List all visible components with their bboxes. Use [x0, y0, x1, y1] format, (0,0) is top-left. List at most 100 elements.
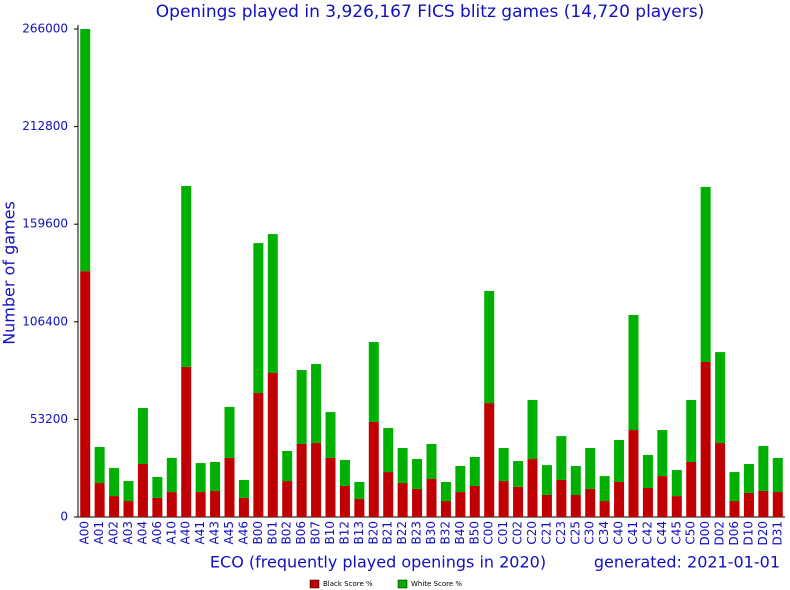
- bar-segment: [556, 479, 567, 517]
- bar-segment: [700, 361, 711, 517]
- bar-segment: [166, 492, 177, 517]
- x-tick-label: A02: [107, 521, 121, 544]
- x-tick-label: A01: [92, 521, 106, 544]
- bar-segment: [628, 430, 639, 517]
- x-tick-label: A41: [193, 521, 207, 544]
- x-tick-label: A40: [179, 521, 193, 544]
- bar-segment: [109, 468, 120, 497]
- bar-segment: [109, 496, 120, 517]
- bar-segment: [541, 494, 552, 517]
- x-tick-label: A46: [236, 521, 250, 544]
- bar-segment: [368, 341, 379, 422]
- bar-segment: [339, 459, 350, 486]
- x-tick-label: B30: [424, 521, 438, 545]
- bar-segment: [614, 481, 625, 517]
- bar-segment: [195, 463, 206, 493]
- bar-segment: [181, 186, 192, 367]
- x-tick-label: D06: [727, 521, 741, 546]
- x-tick-label: B23: [410, 521, 424, 545]
- bar-segment: [585, 448, 596, 489]
- generated-note: generated: 2021-01-01: [594, 553, 780, 572]
- bar-segment: [137, 463, 148, 517]
- x-tick-label: B20: [366, 521, 380, 545]
- bar-segment: [469, 457, 480, 486]
- bar-segment: [455, 492, 466, 517]
- bar-segment: [210, 490, 221, 517]
- x-tick-label: A04: [135, 521, 149, 544]
- x-tick-label: C00: [482, 521, 496, 545]
- y-tick-label: 212800: [22, 119, 68, 133]
- bar-segment: [671, 496, 682, 517]
- bar-segment: [267, 234, 278, 373]
- bar-segment: [743, 463, 754, 493]
- x-tick-label: D02: [713, 521, 727, 546]
- bar-segment: [686, 399, 697, 462]
- x-tick-label: C42: [640, 521, 654, 545]
- x-tick-label: B12: [337, 521, 351, 545]
- x-tick-label: C30: [583, 521, 597, 545]
- bar-segment: [123, 501, 134, 517]
- bar-segment: [743, 492, 754, 517]
- bar-segment: [700, 186, 711, 362]
- x-tick-label: B22: [395, 521, 409, 545]
- bar-segment: [498, 481, 509, 517]
- bar-segment: [296, 370, 307, 444]
- bar-segment: [397, 483, 408, 517]
- bar-segment: [412, 459, 423, 489]
- bar-segment: [484, 403, 495, 517]
- x-tick-label: C44: [655, 521, 669, 545]
- bar-segment: [729, 472, 740, 502]
- bar-segment: [224, 457, 235, 517]
- bar-segment: [325, 457, 336, 517]
- bar-segment: [253, 392, 264, 517]
- x-tick-label: C02: [511, 521, 525, 545]
- x-tick-label: D31: [770, 521, 784, 546]
- x-tick-label: C41: [626, 521, 640, 545]
- bar-segment: [181, 366, 192, 517]
- x-tick-label: A03: [121, 521, 135, 544]
- x-tick-label: B13: [352, 521, 366, 545]
- bar-segment: [123, 481, 134, 502]
- legend-label: White Score %: [411, 580, 462, 588]
- bar-segment: [311, 363, 322, 444]
- bar-segment: [570, 465, 581, 495]
- x-tick-label: C50: [684, 521, 698, 545]
- bar-segment: [671, 470, 682, 497]
- bar-segment: [267, 372, 278, 517]
- x-tick-label: D00: [698, 521, 712, 546]
- x-axis-label: ECO (frequently played openings in 2020): [210, 553, 546, 572]
- bar-segment: [137, 408, 148, 464]
- bar-segment: [484, 290, 495, 404]
- x-tick-label: B10: [323, 521, 337, 545]
- bar-segment: [339, 485, 350, 517]
- x-tick-label: B40: [453, 521, 467, 545]
- bar-segment: [686, 461, 697, 517]
- bar-segment: [758, 490, 769, 517]
- bar-segment: [657, 476, 668, 517]
- bar-segment: [513, 461, 524, 487]
- x-tick-label: C34: [597, 521, 611, 545]
- bar-segment: [383, 472, 394, 517]
- bar-segment: [715, 352, 726, 444]
- x-tick-label: A10: [164, 521, 178, 544]
- bar-segment: [80, 271, 91, 517]
- bar-segment: [657, 430, 668, 477]
- bar-segment: [628, 315, 639, 431]
- x-tick-label: B32: [438, 521, 452, 545]
- legend-label: Black Score %: [323, 580, 373, 588]
- bar-segment: [527, 459, 538, 517]
- bar-segment: [772, 457, 783, 493]
- bar-segment: [513, 486, 524, 517]
- x-tick-label: B06: [294, 521, 308, 545]
- bar-segment: [440, 501, 451, 517]
- legend-swatch: [397, 579, 408, 589]
- y-tick-label: 266000: [22, 22, 68, 36]
- x-tick-label: D10: [741, 521, 755, 546]
- bar-segment: [599, 501, 610, 517]
- y-tick-label: 53200: [30, 412, 68, 426]
- bar-segment: [166, 457, 177, 493]
- bar-segment: [642, 454, 653, 489]
- bar-segment: [469, 485, 480, 517]
- bar-segment: [426, 479, 437, 517]
